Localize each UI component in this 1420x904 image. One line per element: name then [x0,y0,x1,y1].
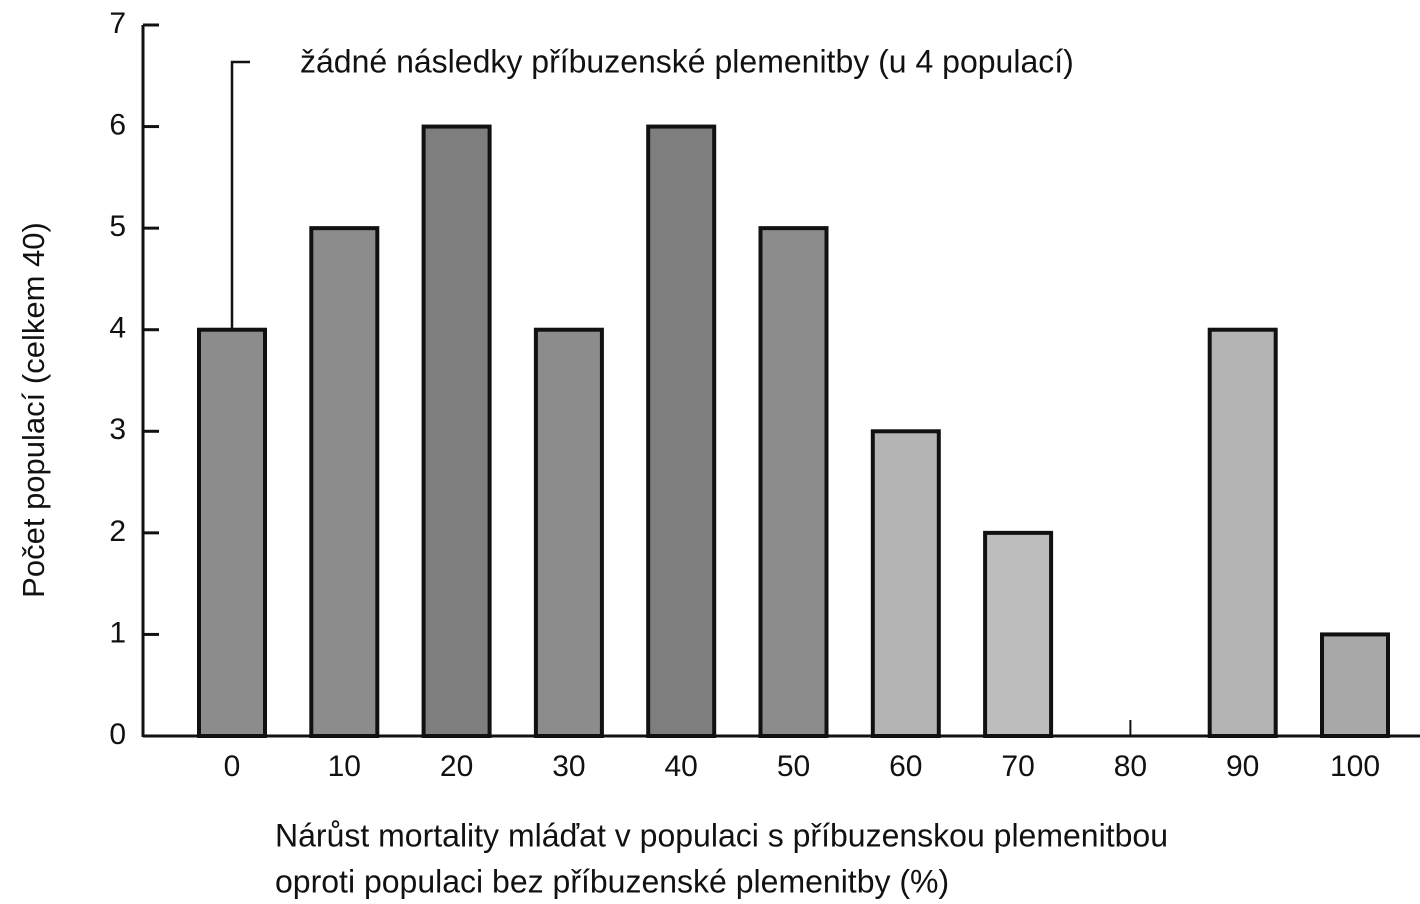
x-tick-label: 40 [665,750,698,783]
y-tick-label: 6 [109,108,126,141]
x-axis-label: Nárůst mortality mláďat v populaci s pří… [275,817,1168,853]
bar [197,327,267,738]
y-axis-label: Počet populací (celkem 40) [16,222,51,598]
bar [1207,327,1278,738]
x-tick-label: 0 [224,750,241,783]
bar [533,327,604,738]
x-tick-label: 80 [1114,750,1147,783]
bar [309,226,380,738]
bar [983,530,1054,738]
annotation: žádné následky příbuzenské plemenitby (u… [300,43,1074,79]
x-tick-label: 50 [777,750,810,783]
bar [870,429,941,738]
y-tick-label: 3 [109,413,126,446]
x-tick-label: 30 [552,750,585,783]
bar [758,226,829,738]
y-tick-label: 0 [109,718,126,751]
bar [1320,632,1390,739]
y-tick-label: 2 [109,515,126,548]
x-axis-label: oproti populaci bez příbuzenské plemenit… [275,863,949,899]
bar [421,124,492,739]
y-tick-label: 5 [109,210,126,243]
x-tick-label: 90 [1226,750,1259,783]
y-tick-label: 1 [109,616,126,649]
bar [646,124,717,739]
x-tick-label: 60 [889,750,922,783]
x-tick-label: 10 [328,750,361,783]
annotation-leader [230,60,250,330]
x-tick-label: 70 [1001,750,1034,783]
y-tick-label: 4 [109,312,126,345]
x-tick-label: 20 [440,750,473,783]
x-tick-label: 100 [1330,750,1380,783]
y-tick-label: 7 [109,7,126,40]
